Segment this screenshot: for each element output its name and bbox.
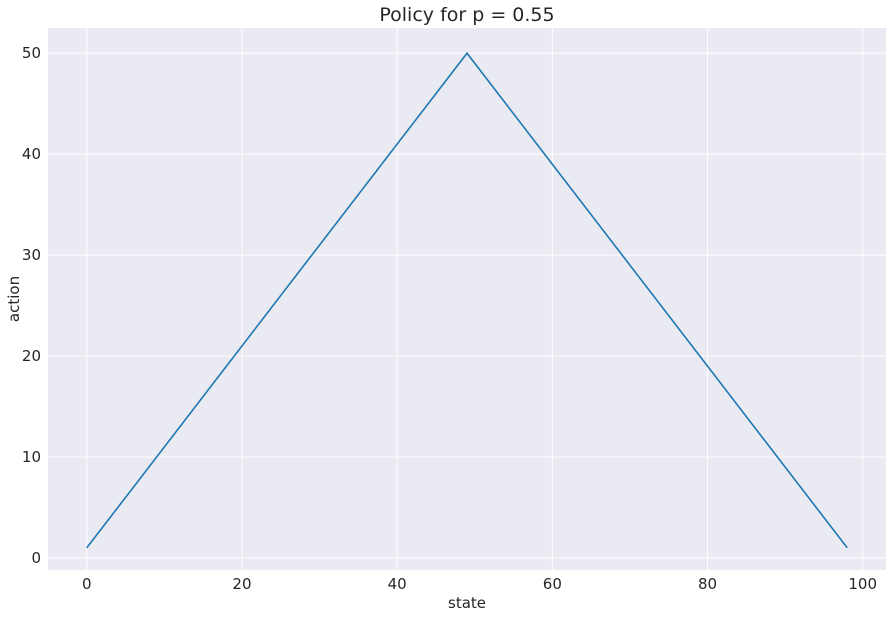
y-tick-label: 0 xyxy=(31,549,41,567)
x-tick-label: 40 xyxy=(388,575,407,593)
x-tick-labels: 0 20 40 60 80 100 xyxy=(82,575,877,593)
y-tick-label: 20 xyxy=(22,347,41,365)
series-line xyxy=(86,51,848,549)
series-layer xyxy=(86,51,848,549)
x-axis-label: state xyxy=(448,594,486,612)
x-gridlines xyxy=(86,28,864,570)
x-tick-label: 20 xyxy=(232,575,251,593)
y-tick-label: 30 xyxy=(22,246,41,264)
y-tick-labels: 0 10 20 30 40 50 xyxy=(22,44,41,567)
y-axis-label: action xyxy=(5,276,23,322)
y-tick-label: 50 xyxy=(22,44,41,62)
x-tick-label: 100 xyxy=(848,575,877,593)
x-tick-label: 80 xyxy=(698,575,717,593)
x-tick-label: 0 xyxy=(82,575,92,593)
chart-title: Policy for p = 0.55 xyxy=(379,4,554,26)
y-tick-label: 10 xyxy=(22,448,41,466)
plot-area xyxy=(48,28,886,570)
x-tick-label: 60 xyxy=(543,575,562,593)
y-tick-label: 40 xyxy=(22,145,41,163)
